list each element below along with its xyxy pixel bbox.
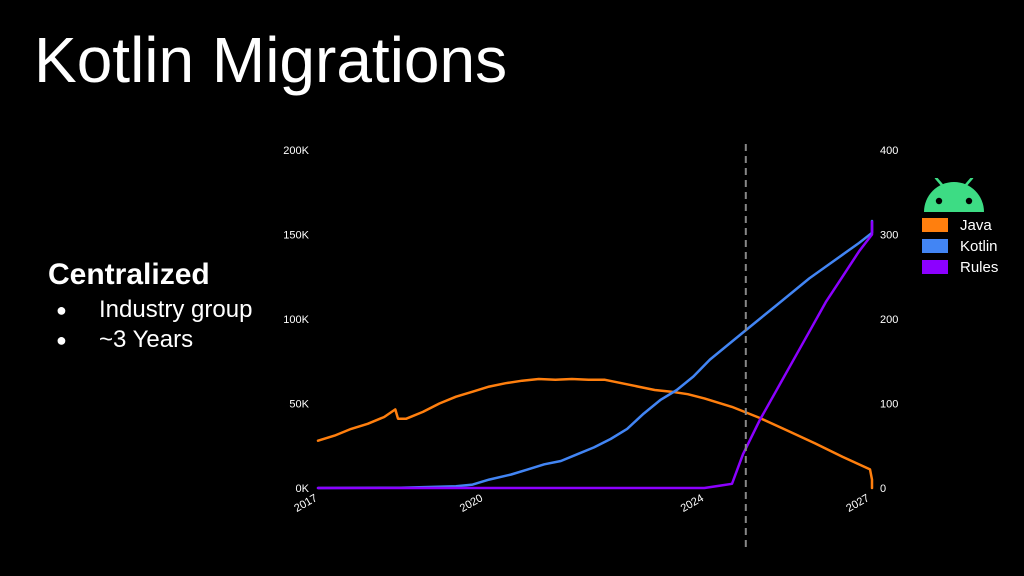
series-line-rules xyxy=(316,220,874,490)
series-line-java xyxy=(316,377,874,490)
x-axis: 2017 2020 2024 2027 xyxy=(292,492,871,515)
legend: Java Kotlin Rules xyxy=(922,178,998,277)
y-right-tick-label: 300 xyxy=(880,230,898,242)
y-left-axis: 0K 50K 100K 150K 200K xyxy=(283,145,309,495)
legend-item-java: Java xyxy=(922,215,998,235)
bullet-list: ● Industry group ● ~3 Years xyxy=(48,295,252,355)
y-right-tick-label: 400 xyxy=(880,145,898,157)
y-left-tick-label: 0K xyxy=(296,483,310,495)
series-lines xyxy=(316,219,874,490)
series-line-kotlin xyxy=(316,219,874,490)
y-right-tick-label: 200 xyxy=(880,314,898,326)
legend-item-rules: Rules xyxy=(922,257,998,277)
x-tick-label: 2017 xyxy=(292,492,319,515)
section-heading: Centralized xyxy=(48,258,210,291)
x-tick-label: 2024 xyxy=(679,492,706,515)
legend-label: Kotlin xyxy=(960,237,998,255)
legend-label: Java xyxy=(960,216,992,234)
x-tick-label: 2020 xyxy=(458,492,485,515)
x-tick-label: 2027 xyxy=(844,492,871,515)
legend-item-kotlin: Kotlin xyxy=(922,236,998,256)
bullet-item: ● Industry group xyxy=(48,295,252,325)
bullet-text: ~3 Years xyxy=(99,326,194,353)
y-left-tick-label: 150K xyxy=(283,230,309,242)
info-block: Centralized ● Industry group ● ~3 Years xyxy=(48,258,252,355)
y-left-tick-label: 50K xyxy=(289,399,309,411)
legend-swatch xyxy=(922,260,948,274)
bullet-item: ● ~3 Years xyxy=(48,325,252,355)
y-right-tick-label: 100 xyxy=(880,399,898,411)
bullet-text: Industry group xyxy=(99,296,253,323)
page-title: Kotlin Migrations xyxy=(34,24,508,96)
bullet-dot-icon: ● xyxy=(56,330,67,350)
android-robot-icon xyxy=(924,178,984,212)
legend-swatch xyxy=(922,239,948,253)
bullet-dot-icon: ● xyxy=(56,300,67,320)
y-right-tick-label: 0 xyxy=(880,483,886,495)
legend-swatch xyxy=(922,218,948,232)
y-right-axis: 0 100 200 300 400 xyxy=(880,145,898,495)
legend-label: Rules xyxy=(960,258,999,276)
y-left-tick-label: 200K xyxy=(283,145,309,157)
y-left-tick-label: 100K xyxy=(283,314,309,326)
